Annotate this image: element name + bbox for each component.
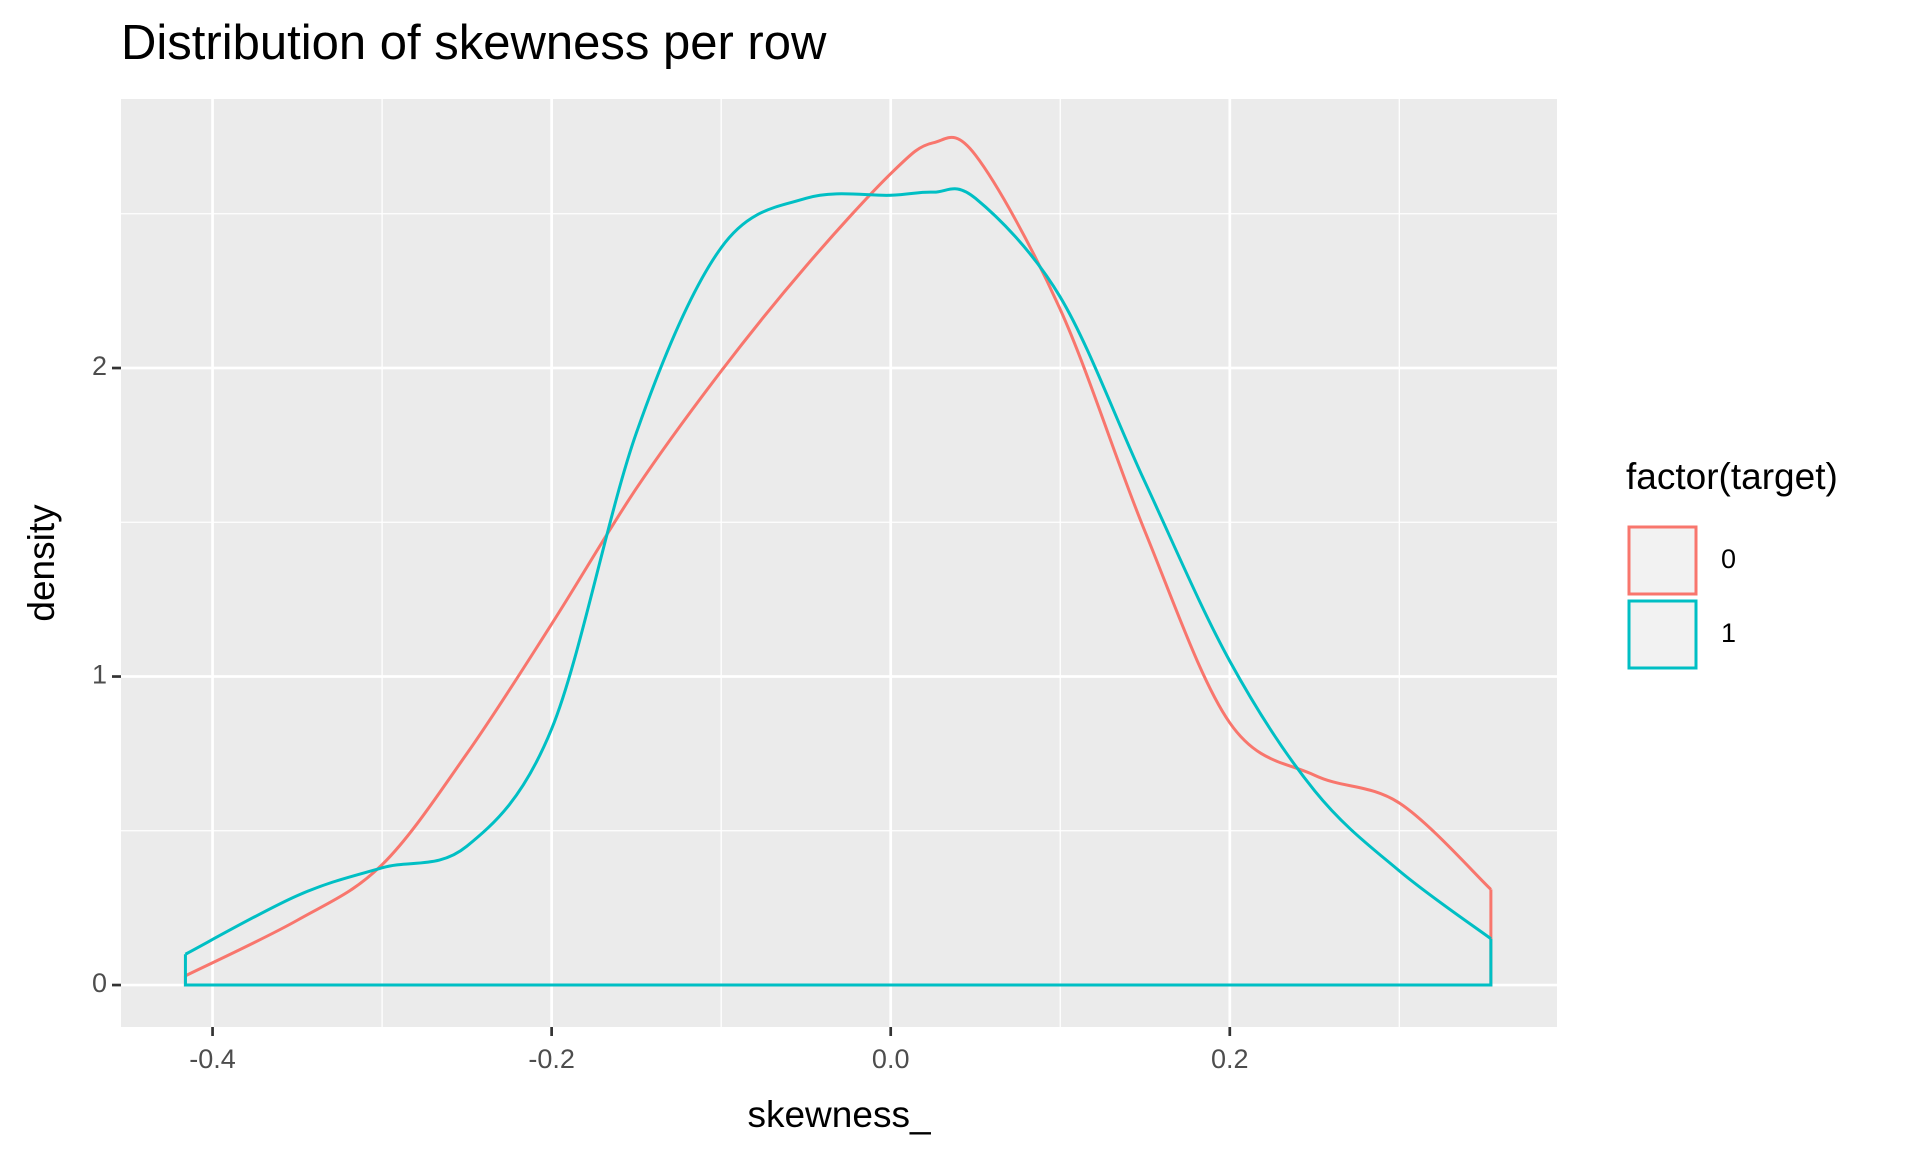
legend-key [1627,525,1698,596]
y-tick-label: 2 [92,351,107,381]
density-line [184,187,1492,956]
x-axis-title: skewness_ [747,1094,930,1135]
density-baseline [183,938,1493,987]
legend-label: 1 [1721,618,1736,648]
x-tick-label: -0.4 [189,1044,236,1074]
y-tick-label: 0 [92,968,107,998]
plot-panel [121,99,1557,1027]
density-line [184,135,1492,978]
legend-key [1627,599,1698,670]
y-tick-label: 1 [92,660,107,690]
y-axis-title: density [21,504,62,622]
legend-label: 0 [1721,544,1736,574]
x-tick-label: 0.0 [872,1044,910,1074]
legend-title: factor(target) [1626,456,1838,497]
x-tick-label: -0.2 [528,1044,575,1074]
x-tick-label: 0.2 [1211,1044,1249,1074]
chart-title: Distribution of skewness per row [121,16,827,70]
